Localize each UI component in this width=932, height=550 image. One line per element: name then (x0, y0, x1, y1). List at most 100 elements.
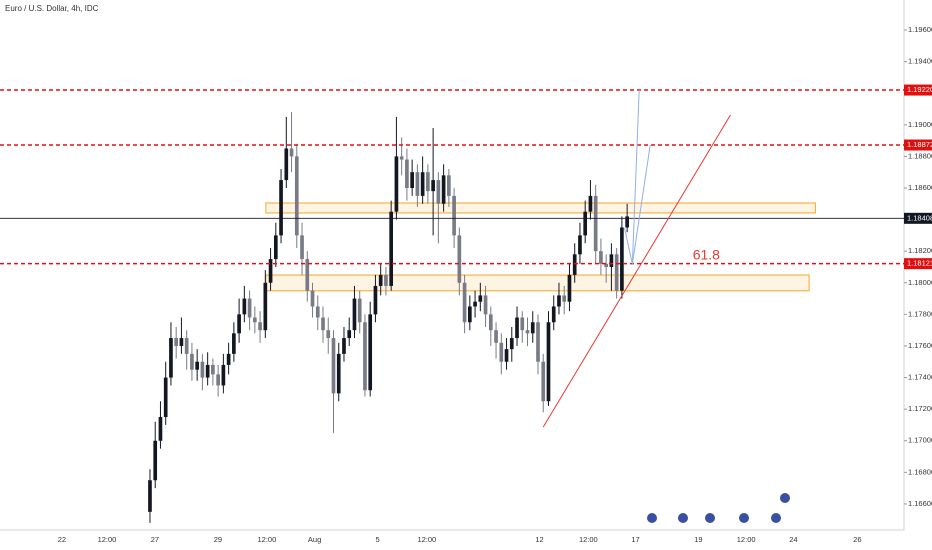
zone (265, 274, 810, 292)
event-icons (647, 493, 790, 523)
candle-body (410, 172, 414, 188)
event-icon (647, 513, 657, 523)
candle-body (232, 333, 236, 354)
candle-body (258, 322, 262, 331)
x-tick-label: Aug (308, 535, 321, 544)
y-tick-label: 1.17000 (908, 436, 932, 445)
candle-body (153, 440, 158, 481)
price-level-label: 1.18121 (907, 259, 932, 268)
candle-body (289, 148, 294, 157)
price-level-label: 1.18408 (907, 213, 932, 222)
candle-body (504, 349, 509, 362)
candle-body (205, 364, 210, 378)
candle-body (599, 251, 603, 264)
candle-body (415, 172, 420, 196)
y-tick-label: 1.17400 (908, 373, 932, 382)
x-tick-label: 5 (375, 535, 379, 544)
candle-body (336, 353, 341, 394)
x-tick-label: 22 (58, 535, 66, 544)
candle-body (384, 274, 388, 286)
candle-body (583, 211, 588, 236)
candle-body (226, 353, 231, 365)
price-level-label: 1.19220 (907, 85, 932, 94)
candle-body (515, 317, 519, 339)
candle-body (363, 322, 367, 391)
candle-body (221, 364, 226, 386)
y-tick-label: 1.19000 (908, 120, 932, 129)
candle-body (572, 254, 577, 275)
candle-body (294, 156, 299, 236)
candle-body (352, 298, 357, 331)
drawing-line (542, 114, 731, 428)
candle-body (211, 364, 215, 375)
candle-body (190, 353, 194, 370)
candle-body (488, 314, 493, 331)
candle-body (620, 227, 624, 291)
candle-body (237, 314, 241, 334)
candle-body (284, 148, 289, 181)
y-tick-label: 1.19600 (908, 25, 932, 34)
event-icon (780, 493, 790, 503)
y-tick-label: 1.17200 (908, 404, 932, 413)
y-tick-label: 1.18800 (908, 151, 932, 160)
candle-body (447, 175, 451, 196)
candle-body (562, 295, 567, 302)
candle-body (200, 361, 205, 378)
candle-body (604, 263, 608, 267)
y-tick-label: 1.18000 (908, 278, 932, 287)
x-tick-label: 26 (853, 535, 861, 544)
price-level-tag (904, 212, 932, 224)
event-icon (771, 513, 781, 523)
candle-body (457, 235, 462, 283)
y-tick-label: 1.16800 (908, 467, 932, 476)
candle-body (263, 282, 268, 331)
candle-body (509, 338, 514, 350)
candle-body (609, 254, 614, 267)
candle-body (546, 322, 551, 402)
event-icon (739, 513, 749, 523)
event-icon (678, 513, 688, 523)
zone (265, 202, 816, 214)
candle-body (163, 377, 168, 418)
candle-body (184, 338, 189, 354)
price-level-tag (904, 84, 932, 96)
x-tick-label: 12:00 (98, 535, 117, 544)
candle-body (342, 338, 346, 354)
candle-body (394, 156, 399, 212)
y-tick-label: 1.17800 (908, 309, 932, 318)
candle-body (253, 317, 257, 323)
candle-body (557, 295, 561, 307)
x-tick-label: 12 (535, 535, 543, 544)
candle-body (195, 361, 199, 370)
y-tick-label: 1.19400 (908, 57, 932, 66)
y-tick-label: 1.16600 (908, 499, 932, 508)
candle-body (614, 254, 619, 291)
candle-body (525, 330, 530, 334)
candle-body (279, 180, 283, 236)
candle-body (567, 274, 572, 302)
candle-body (426, 172, 430, 192)
candle-body (462, 282, 467, 323)
candle-body (536, 322, 540, 362)
candle-body (431, 180, 435, 192)
candle-body (441, 175, 446, 204)
y-tick-label: 1.17600 (908, 341, 932, 350)
candle-body (593, 195, 598, 252)
drawing-line (631, 144, 651, 265)
candle-body (242, 298, 247, 315)
candle-body (436, 180, 441, 204)
candle-body (467, 306, 472, 323)
candle-body (326, 330, 331, 339)
candle-body (174, 338, 179, 346)
candle-body (268, 259, 273, 283)
candle-body (331, 338, 336, 394)
candle-body (420, 172, 425, 196)
x-tick-label: 12:00 (258, 535, 277, 544)
x-tick-label: 24 (789, 535, 797, 544)
x-tick-label: 12:00 (737, 535, 756, 544)
candle-body (247, 298, 252, 318)
chart-title: Euro / U.S. Dollar, 4h, IDC (5, 4, 99, 13)
candle-body (578, 235, 582, 255)
x-tick-label: 29 (214, 535, 222, 544)
